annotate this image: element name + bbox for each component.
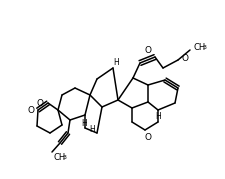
Text: 3: 3 [63, 155, 67, 160]
Text: O: O [144, 134, 151, 142]
Text: H: H [155, 112, 161, 120]
Text: O: O [36, 98, 43, 108]
Text: O: O [27, 105, 34, 115]
Text: H: H [113, 57, 119, 67]
Text: CH: CH [53, 153, 65, 161]
Text: O: O [182, 54, 189, 62]
Text: H: H [89, 125, 95, 134]
Text: CH: CH [193, 42, 205, 52]
Text: O: O [144, 45, 151, 54]
Text: H: H [81, 118, 87, 127]
Text: 3: 3 [203, 45, 207, 50]
